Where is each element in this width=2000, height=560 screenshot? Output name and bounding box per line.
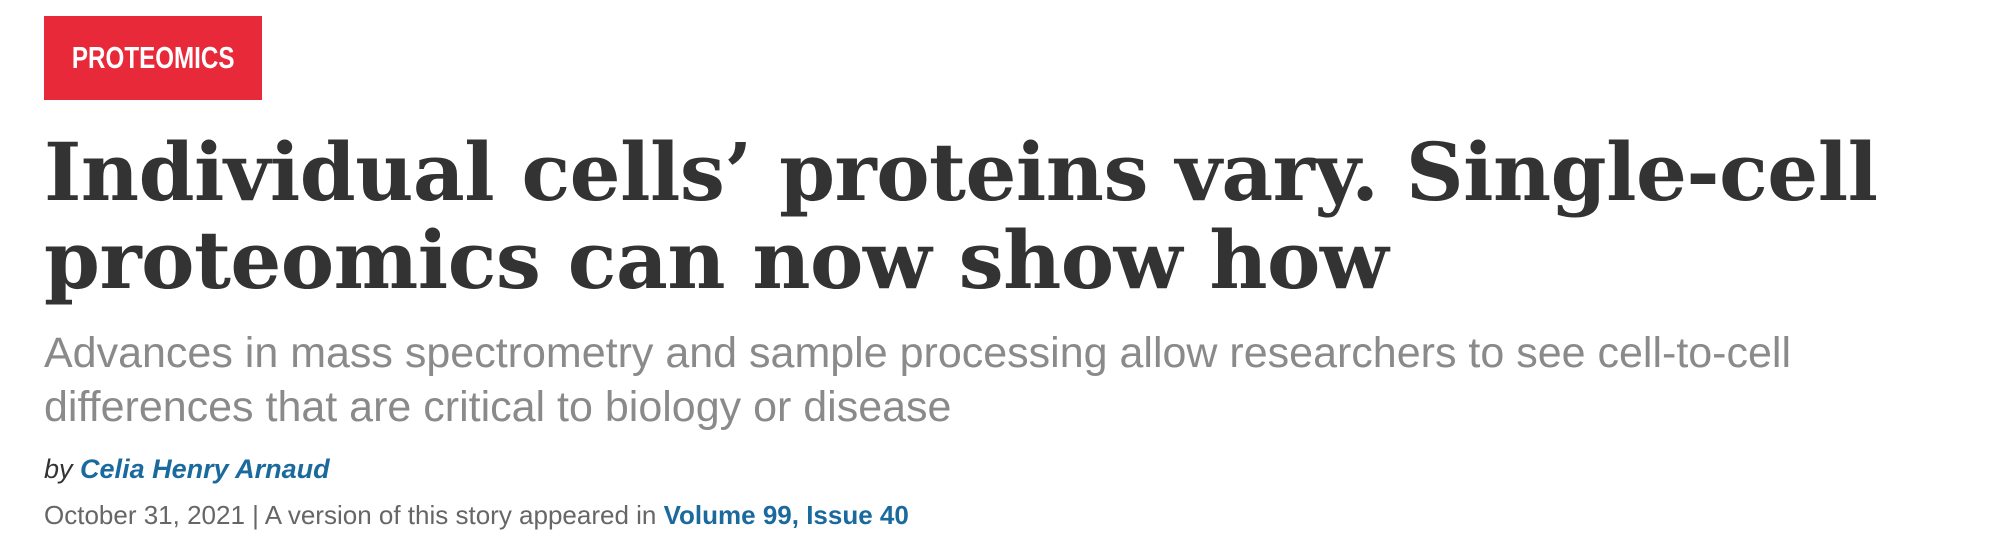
author-link[interactable]: Celia Henry Arnaud: [80, 454, 330, 484]
issue-link[interactable]: Volume 99, Issue 40: [663, 500, 909, 530]
meta-separator: |: [252, 500, 259, 530]
byline-prefix: by: [44, 454, 73, 484]
article-subheadline: Advances in mass spectrometry and sample…: [44, 329, 1792, 431]
category-badge[interactable]: PROTEOMICS: [44, 16, 262, 100]
article-header: PROTEOMICS Individual cells’ proteins va…: [44, 16, 1964, 532]
version-note: A version of this story appeared in: [264, 500, 657, 530]
byline: by Celia Henry Arnaud: [44, 452, 1964, 486]
article-meta: October 31, 2021 | A version of this sto…: [44, 498, 1964, 532]
category-label: PROTEOMICS: [71, 40, 235, 75]
publish-date: October 31, 2021: [44, 500, 245, 530]
article-headline: Individual cells’ proteins vary. Single-…: [44, 125, 1878, 307]
